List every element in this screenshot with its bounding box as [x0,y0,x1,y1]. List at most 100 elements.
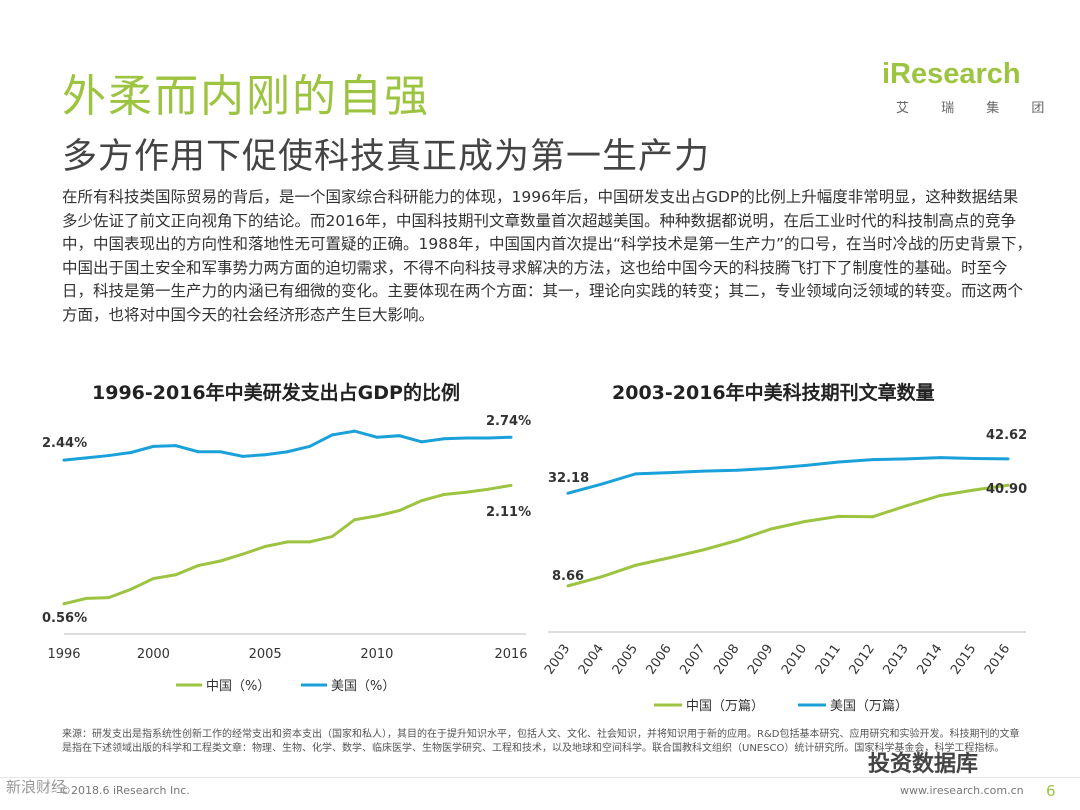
chart2-x-tick-2003: 2003 [542,642,573,678]
chart2-x-tick-2006: 2006 [644,642,675,678]
chart2-usa-point-2016 [1006,457,1010,461]
chart1-china-point-2011 [397,509,401,513]
chart1-x-tick-1996: 1996 [47,647,80,662]
chart1-usa-point-2000 [151,444,155,448]
chart2-x-tick-2012: 2012 [847,642,878,678]
chart2-legend-china: 中国（万篇） [686,699,764,714]
chart2-legend-usa: 美国（万篇） [830,699,908,714]
chart2-x-tick-2008: 2008 [711,642,742,678]
chart2-x-tick-2014: 2014 [914,642,945,678]
chart1-usa-point-2006 [286,450,289,454]
chart1-x-tick-2000: 2000 [137,647,170,662]
chart2-x-tick-2005: 2005 [610,642,641,678]
chart2-usa-point-2014 [938,456,942,460]
iresearch-logo: iResearch 艾 瑞 集 团 [882,58,1059,116]
footer-divider [0,777,1080,778]
chart2-usa-end-label: 40.90 [986,482,1027,497]
chart2-china-line [567,483,1009,588]
chart1-usa-point-2010 [375,435,379,439]
chart1-china-start-label: 0.56% [42,611,87,626]
chart1-china-point-1999 [129,587,133,591]
chart2-china-point-2014 [938,493,942,497]
chart1-china-end-label: 2.11% [486,505,531,520]
chart2-usa-start-label: 32.18 [548,471,589,486]
chart2-china-point-2012 [871,515,875,519]
chart2-usa-point-2004 [600,482,604,486]
logo-group: 艾 瑞 集 团 [896,101,1059,116]
chart1-china-point-2015 [487,487,491,491]
chart2-china-point-2011 [837,514,841,518]
chart2-china-end-label: 42.62 [986,428,1027,443]
chart2-journal-articles: 2003 2004 2005 2006 2007 2008 2009 2010 2011 2012… [542,428,1027,714]
chart1-china-point-2003 [218,559,222,563]
logo-brand: iResearch [882,58,1021,90]
chart1-china-point-1998 [107,596,111,600]
chart1-x-tick-2016: 2016 [494,647,527,662]
body-paragraph: 在所有科技类国际贸易的背后，是一个国家综合科研能力的体现，1996年后，中国研发… [62,188,1033,324]
chart1-rd-gdp: 1996 2000 2005 2010 2016 2.44% 2.74% 0.56% 2… [42,414,531,694]
chart1-china-point-1997 [84,596,88,600]
chart1-usa-start-label: 2.44% [42,436,87,451]
chart1-usa-point-2013 [442,437,446,441]
chart2-china-point-2008 [735,538,739,542]
chart2-china-point-2007 [701,548,705,552]
chart2-usa-point-2015 [972,456,976,460]
chart1-china-point-2006 [286,540,289,544]
chart2-x-tick-2016: 2016 [982,642,1013,678]
chart1-legend-china: 中国（%） [206,679,270,694]
chart2-usa-point-2010 [803,464,807,468]
chart1-china-point-2014 [464,490,468,494]
chart2-usa-point-2003 [566,491,570,495]
page-title: 外柔而内刚的自强 [62,71,430,122]
chart2-x-tick-2011: 2011 [813,642,844,678]
chart1-usa-point-1999 [129,451,133,455]
chart2-usa-point-2012 [871,458,875,462]
chart1-usa-point-1997 [84,456,88,460]
chart1-usa-point-2004 [241,454,245,458]
chart1-usa-point-2007 [308,444,312,448]
chart1-china-point-2005 [263,544,267,548]
chart2-china-point-2013 [904,504,908,508]
chart2-china-start-label: 8.66 [552,569,584,584]
footer-url[interactable]: www.iresearch.com.cn [900,784,1024,797]
chart2-x-tick-2010: 2010 [779,642,810,678]
page-number: 6 [1046,782,1056,800]
chart2-usa-point-2007 [701,469,705,473]
chart1-usa-point-1996 [62,458,66,462]
chart1-china-line [63,483,512,606]
chart1-usa-point-2016 [509,435,513,439]
chart1-usa-point-2005 [263,453,267,457]
chart2-china-point-2006 [668,556,672,560]
chart2-china-point-2005 [634,563,638,567]
chart1-china-point-1996 [62,602,66,606]
chart1-usa-point-2003 [218,450,222,454]
chart2-usa-point-2008 [735,468,739,472]
watermark-left: 新浪财经 [6,778,67,796]
chart1-china-point-2016 [509,483,513,487]
source-note: 来源：研发支出是指系统性创新工作的经常支出和资本支出（国家和私人），其目的在于提… [62,729,1020,754]
chart1-china-point-2013 [442,493,446,497]
chart1-china-point-2010 [375,514,379,518]
chart1-x-tick-2010: 2010 [360,647,393,662]
chart2-x-tick-2009: 2009 [745,642,776,678]
chart2-usa-point-2011 [837,460,841,464]
chart2-usa-point-2013 [904,457,908,461]
footer-copyright: ©2018.6 iResearch Inc. [60,784,190,797]
chart1-usa-point-1998 [107,454,111,458]
chart1-usa-point-2011 [397,434,401,438]
chart2-china-point-2010 [803,520,807,523]
chart1-china-point-2000 [151,577,155,581]
chart2-x-tick-2013: 2013 [880,642,911,678]
chart2-x-tick-2004: 2004 [576,642,607,678]
chart1-usa-line [63,429,512,462]
watermark-right: 投资数据库 [868,752,979,777]
chart1-china-point-2009 [353,518,357,522]
chart2-usa-point-2006 [668,471,672,475]
chart2-china-point-2004 [600,575,604,579]
chart1-usa-end-label: 2.74% [486,414,531,429]
chart2-usa-point-2005 [634,472,638,476]
chart2-usa-point-2009 [769,466,773,470]
chart1-china-point-2001 [174,573,178,577]
chart1-china-point-2007 [308,540,312,544]
chart1-usa-point-2014 [464,436,468,440]
